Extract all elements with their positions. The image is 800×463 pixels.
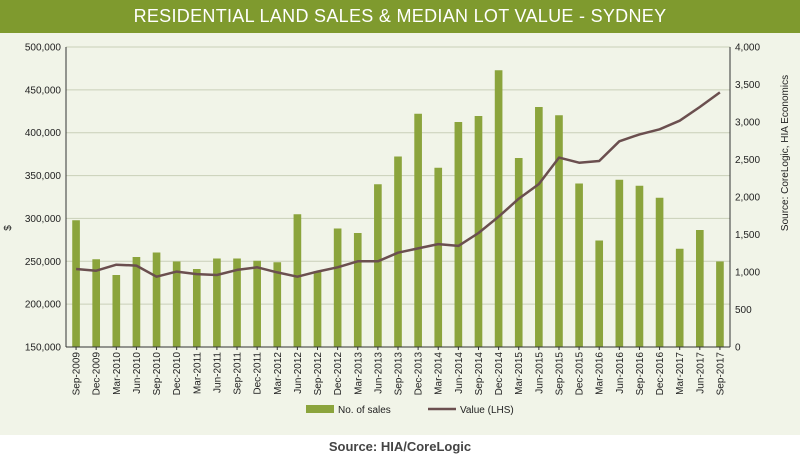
sales-bar [353,233,362,347]
x-tick-label: Mar-2016 [595,352,606,395]
chart-title: RESIDENTIAL LAND SALES & MEDIAN LOT VALU… [0,0,800,33]
left-tick-label: 350,000 [25,171,62,182]
right-tick-label: 1,000 [735,268,760,279]
x-tick-label: Dec-2011 [253,352,264,395]
x-tick-label: Dec-2013 [414,352,425,396]
sales-bar [374,184,382,347]
sales-bar [414,113,422,347]
sales-bar [112,275,121,347]
left-axis-ticks: 150,000 200,000 250,000 300,000 350,000 400,0… [25,43,62,354]
x-tick-label: Jun-2013 [373,352,384,394]
sales-bar [695,230,704,347]
right-tick-label: 500 [735,305,752,316]
sales-bar [535,107,543,347]
right-tick-label: 1,500 [735,230,760,241]
x-tick-label: Sep-2015 [555,352,566,396]
x-tick-label: Jun-2011 [212,352,223,393]
sales-bar [555,115,563,347]
sales-bar [172,261,181,347]
x-tick-label: Mar-2012 [273,352,284,395]
legend-bar-label: No. of sales [338,405,391,416]
right-tick-label: 4,000 [735,43,760,54]
right-axis-ticks: 0 500 1,000 1,500 2,000 2,500 3,000 3,500 4,000 [735,43,760,354]
x-tick-label: Mar-2014 [434,352,445,395]
x-tick-label: Mar-2013 [353,352,364,395]
x-tick-label: Jun-2016 [615,352,626,394]
sales-bar [675,248,684,347]
left-tick-label: 200,000 [25,300,62,311]
x-tick-label: Mar-2015 [514,352,525,395]
x-tick-label: Jun-2012 [293,352,304,394]
x-tick-label: Dec-2010 [172,352,183,396]
x-tick-label: Sep-2009 [72,352,83,396]
x-tick-label: Mar-2010 [112,352,123,395]
sales-bar [132,257,141,347]
right-tick-label: 3,000 [735,118,760,129]
value-line-group [75,91,721,278]
x-tick-label: Sep-2012 [313,352,324,396]
x-tick-label: Dec-2012 [333,352,344,396]
right-tick-label: 0 [735,343,741,354]
left-tick-label: 400,000 [25,128,62,139]
x-axis-ticks: Sep-2009 Dec-2009 Mar-2010 Jun-2010 Sep-2010… [72,347,726,396]
x-tick-label: Mar-2017 [675,352,686,395]
x-tick-label: Dec-2009 [92,352,103,396]
chart: 150,000 200,000 250,000 300,000 350,000 400,0… [0,33,800,435]
x-tick-label: Mar-2011 [192,352,203,394]
x-tick-label: Sep-2013 [394,352,405,396]
x-tick-label: Jun-2010 [132,352,143,394]
right-tick-label: 2,000 [735,193,760,204]
legend-bar-swatch [306,405,334,413]
left-tick-label: 450,000 [25,85,62,96]
sales-bar [454,122,463,347]
left-tick-label: 150,000 [25,343,62,354]
x-tick-label: Sep-2010 [152,352,163,396]
sales-bar [575,183,583,347]
x-tick-label: Jun-2015 [534,352,545,394]
sales-bar [434,167,443,347]
sales-bar [615,179,624,347]
sales-bar [233,258,241,347]
x-tick-label: Dec-2016 [655,352,666,396]
x-tick-label: Dec-2014 [494,352,505,396]
value-line [75,91,721,278]
sales-bar [273,262,282,347]
sales-bar [313,271,322,347]
legend: No. of sales Value (LHS) [306,405,514,416]
legend-line-label: Value (LHS) [460,405,514,416]
sales-bar [293,214,302,347]
x-tick-label: Sep-2014 [474,352,485,396]
right-tick-label: 2,500 [735,155,760,166]
sales-bar [635,185,644,347]
sales-bar [655,197,664,347]
sales-bar [333,228,342,347]
sales-bar [192,269,201,347]
sales-bar [72,220,80,347]
right-tick-label: 3,500 [735,80,760,91]
sales-bar [494,70,503,347]
left-tick-label: 250,000 [25,257,62,268]
sales-bar [152,252,161,347]
footer-source: Source: HIA/CoreLogic [328,439,472,454]
x-tick-label: Sep-2017 [715,352,726,396]
left-axis-label: $ [3,225,14,231]
x-tick-label: Jun-2017 [695,352,706,394]
sales-bar [514,158,523,347]
x-tick-label: Sep-2011 [233,352,244,395]
sales-bar [213,258,221,347]
sales-bar [92,259,101,347]
sales-bar [716,261,724,347]
x-tick-label: Jun-2014 [454,352,465,394]
sales-bar [253,260,261,347]
x-tick-label: Sep-2016 [635,352,646,396]
side-source-note: Source: CoreLogic, HIA Economics [780,75,791,231]
left-tick-label: 500,000 [25,43,62,54]
left-tick-label: 300,000 [25,214,62,225]
sales-bar [595,240,604,347]
x-tick-label: Dec-2015 [575,352,586,396]
